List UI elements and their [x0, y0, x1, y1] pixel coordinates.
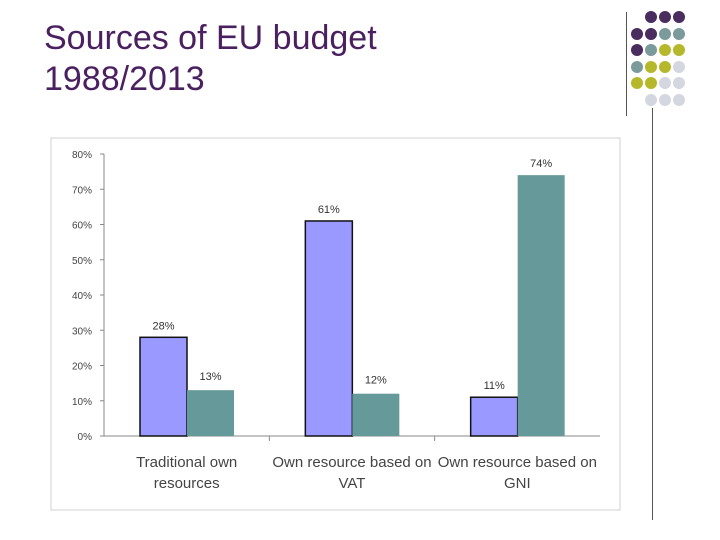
x-category-label: GNI — [504, 475, 531, 492]
x-category-label: resources — [154, 475, 220, 492]
decorative-dot — [645, 11, 657, 23]
data-label: 61% — [318, 204, 340, 216]
decorative-dot — [659, 60, 671, 73]
y-tick-label: 60% — [72, 221, 92, 232]
data-label: 12% — [365, 375, 387, 387]
slide-title: Sources of EU budget 1988/2013 — [44, 18, 564, 100]
x-category-label: Traditional own — [136, 454, 237, 471]
bar-1988 — [139, 336, 188, 437]
decorative-dot — [673, 27, 685, 40]
x-category-label: VAT — [339, 475, 366, 492]
y-tick-label: 20% — [72, 362, 92, 373]
y-tick-label: 80% — [72, 150, 92, 161]
decorative-dot — [645, 93, 657, 106]
decorative-dot — [659, 77, 671, 89]
decorative-dot — [659, 27, 671, 40]
bar-1988 — [469, 396, 519, 437]
y-tick-label: 0% — [78, 432, 93, 443]
slide-title-line-1: Sources of EU budget — [44, 19, 377, 57]
data-label: 11% — [484, 380, 505, 392]
decorative-dot — [673, 77, 685, 89]
decorative-dot — [645, 27, 657, 40]
x-category-label: Own resource based on — [438, 454, 597, 471]
decorative-dot — [631, 27, 643, 40]
decorative-dot — [645, 60, 657, 73]
slide-title-line-2: 1988/2013 — [44, 59, 205, 98]
bar-2013 — [187, 390, 234, 436]
decorative-dot — [673, 60, 685, 73]
y-tick-label: 70% — [72, 185, 92, 196]
y-tick-label: 50% — [72, 256, 92, 267]
y-tick-label: 10% — [72, 397, 92, 408]
decorative-dot — [631, 77, 643, 89]
decorative-divider-line — [626, 12, 627, 116]
data-label: 13% — [199, 371, 221, 383]
decorative-dot — [673, 44, 685, 56]
data-label: 28% — [152, 320, 174, 332]
bar-2013 — [517, 175, 565, 436]
y-tick-label: 40% — [72, 291, 92, 302]
bar-2013 — [352, 393, 400, 436]
decorative-dot — [659, 44, 671, 56]
bar-1988 — [304, 220, 354, 437]
y-tick-label: 30% — [72, 326, 92, 337]
decorative-vertical-rule — [652, 108, 653, 520]
decorative-dot — [659, 93, 671, 106]
decorative-dot — [673, 93, 685, 106]
decorative-dot — [673, 11, 685, 23]
decorative-dot — [659, 11, 671, 23]
decorative-dot — [645, 77, 657, 89]
decorative-dot — [631, 60, 643, 73]
chart-frame — [50, 137, 621, 511]
decorative-dot — [631, 44, 643, 56]
decorative-dot — [645, 44, 657, 56]
x-category-label: Own resource based on — [272, 454, 431, 471]
data-label: 74% — [530, 158, 552, 170]
